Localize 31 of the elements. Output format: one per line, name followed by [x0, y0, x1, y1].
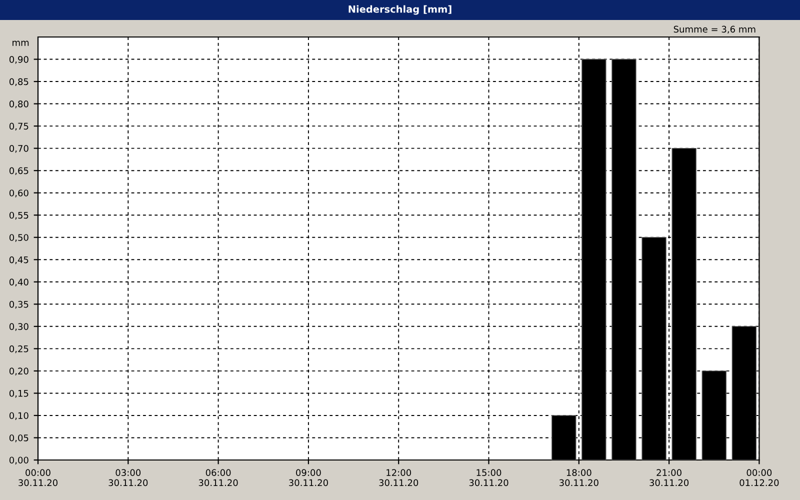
y-tick-label: 0,80 — [9, 100, 28, 108]
y-tick-label: 0,75 — [9, 122, 28, 131]
x-tick-label: 18:00 30.11.20 — [559, 469, 598, 486]
x-tick-label: 15:00 30.11.20 — [469, 469, 508, 486]
x-tick-label: 21:00 30.11.20 — [650, 469, 689, 486]
y-tick-label: 0,30 — [9, 323, 28, 331]
y-tick-label: 0,10 — [9, 412, 28, 420]
y-tick-label: 0,70 — [9, 145, 28, 153]
y-tick-label: 0,40 — [9, 278, 28, 286]
y-tick-label: 0,50 — [9, 234, 28, 242]
y-tick-label: 0,35 — [9, 300, 28, 309]
y-tick-label: 0,05 — [9, 434, 28, 442]
x-tick-label: 00:00 01.12.20 — [740, 469, 779, 486]
y-tick-label: 0,45 — [9, 256, 28, 264]
x-tick-label: 03:00 30.11.20 — [108, 469, 148, 486]
text: Summe = 3,6 mm — [674, 26, 756, 34]
y-tick-label: 0,65 — [9, 167, 28, 176]
x-tick-label: 06:00 30.11.20 — [198, 469, 238, 486]
y-tick-label: 0,60 — [9, 190, 28, 198]
y-tick-label: 0,20 — [9, 368, 28, 376]
y-tick-label: 0,00 — [9, 456, 28, 464]
y-tick-label: 0,15 — [9, 390, 28, 398]
x-tick-label: 12:00 30.11.20 — [379, 469, 418, 486]
y-tick-label: 0,90 — [9, 56, 28, 64]
y-axis-title: mm — [12, 40, 29, 46]
x-tick-label: 09:00 30.11.20 — [289, 469, 328, 486]
y-tick-label: 0,25 — [9, 345, 28, 354]
x-tick-label: 00:00 30.11.20 — [18, 469, 58, 486]
chart-title: Niederschlag [mm] — [348, 5, 452, 15]
y-tick-label: 0,85 — [9, 78, 28, 86]
y-tick-label: 0,55 — [9, 212, 28, 220]
